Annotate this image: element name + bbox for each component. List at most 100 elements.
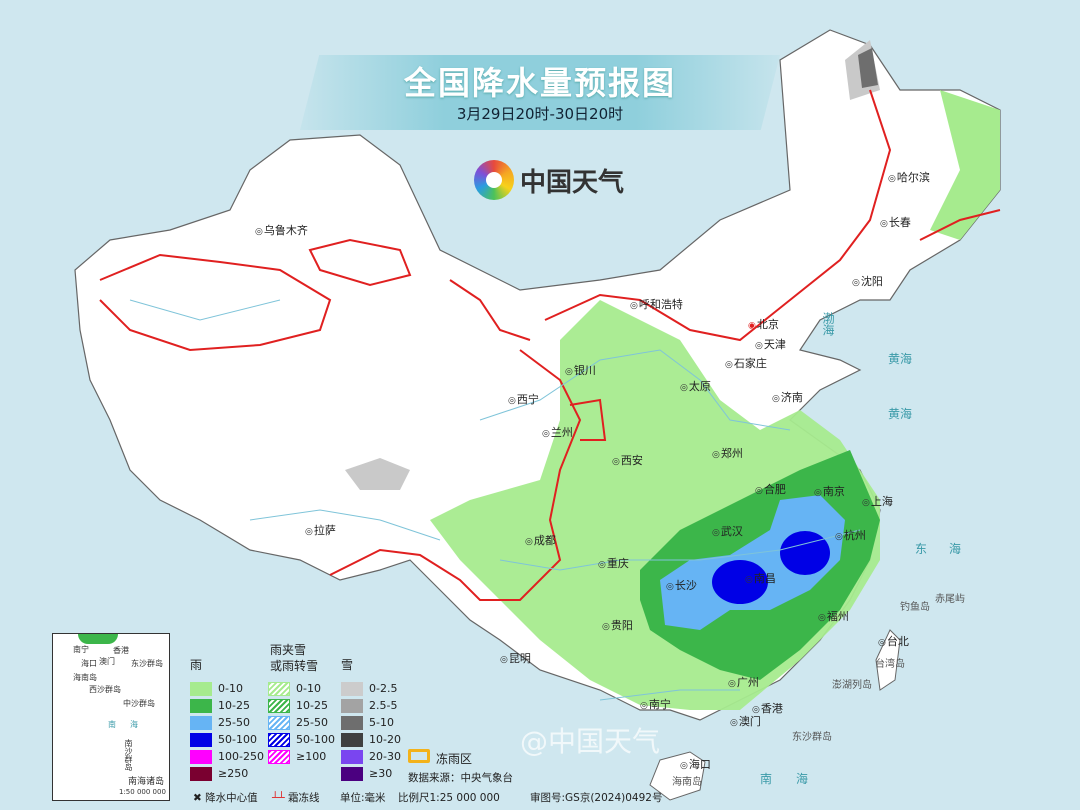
source-label: 数据来源：中央气象台 [408,772,513,784]
city-label: 海口 [680,756,711,772]
city-label: 成都 [525,532,556,548]
logo-icon [474,160,514,200]
frost-line-legend: ┴┴ 霜冻线 [272,790,320,805]
legend-snow-swatch [341,699,363,713]
city-label: 合肥 [755,481,786,497]
legend-snow-swatch [341,750,363,764]
south-china-sea-inset: 南宁 澳门 香港 海口 东沙群岛 海南岛 西沙群岛 中沙群岛 南海 南沙群岛 南… [52,633,170,801]
freezing-rain-swatch [408,749,430,763]
inset-label: 南沙群岛 [124,739,133,771]
legend-rain-label: 50-100 [218,733,257,746]
city-label: 澳门 [730,713,761,729]
legend-rain-label: 25-50 [218,716,250,729]
island-label: 澎湖列岛 [832,680,872,691]
freezing-rain-label: 冻雨区 [436,752,473,766]
city-label: 石家庄 [725,355,767,371]
city-label: 南宁 [640,696,671,712]
city-label: 天津 [755,336,786,352]
inset-title: 南海诸岛 [128,777,165,787]
city-label: 济南 [772,389,803,405]
frost-line [449,279,531,341]
city-label: 郑州 [712,445,743,461]
island-label: 钓鱼岛 [900,602,930,613]
city-label: 上海 [862,493,893,509]
inset-label: 南海 [108,720,152,729]
city-label: 乌鲁木齐 [255,222,308,238]
frost-line [919,209,1001,241]
inset-label: 海口 [81,659,97,668]
center-value-label: 降水中心值 [205,792,258,804]
legend-rain-swatch [190,767,212,781]
city-label: 福州 [818,608,849,624]
city-label: 广州 [728,674,759,690]
legend-mixed-swatch [268,750,290,764]
legend-snow-swatch [341,767,363,781]
island-label: 海南岛 [672,777,702,788]
city-label: 贵阳 [602,617,633,633]
inset-label: 中沙群岛 [123,699,155,708]
legend-mixed-label: 50-100 [296,733,335,746]
city-label: 银川 [565,362,596,378]
frost-line [329,349,582,601]
legend-rain-swatch [190,699,212,713]
unit-label: 单位:毫米 [340,792,386,804]
legend-snow-label: ≥30 [369,767,393,780]
frost-line [99,253,332,352]
island-label: 台湾岛 [875,659,905,670]
watermark: @中国天气 [520,725,661,758]
inset-label: 南宁 [73,645,89,654]
frost-line-label: 霜冻线 [288,792,320,804]
legend-snow-swatch [341,716,363,730]
city-label: 长沙 [666,577,697,593]
legend-snow-label: 20-30 [369,750,401,763]
sea-label: 南海 [760,772,833,786]
city-label: 重庆 [598,555,629,571]
center-value-legend: ✖ 降水中心值 [193,790,258,805]
city-label: 武汉 [712,523,743,539]
rivers [129,299,861,701]
legend-rain-swatch [190,733,212,747]
inset-label: 东沙群岛 [131,659,163,668]
legend-mixed-swatch [268,733,290,747]
logo: 中国天气 [474,160,624,200]
legend-snow-label: 10-20 [369,733,401,746]
legend-rain-swatch [190,682,212,696]
legend-mixed-title: 雨夹雪 或雨转雪 [270,643,319,673]
inset-label: 西沙群岛 [89,685,121,694]
city-label: 台北 [878,633,909,649]
map-title: 全国降水量预报图 [403,64,676,102]
map-subtitle: 3月29日20时-30日20时 [456,105,624,123]
snow-0-2.5-area [345,458,410,490]
city-label: 香港 [752,700,783,716]
sea-label: 黄海 [888,407,913,421]
legend-snow-swatch [341,733,363,747]
sea-label: 黄海 [888,352,913,366]
city-label: 昆明 [500,650,531,666]
city-label: 杭州 [835,527,866,543]
city-label: 西宁 [508,391,539,407]
legend-snow-label: 5-10 [369,716,394,729]
legend-mixed-label: 0-10 [296,682,321,695]
island-label: 赤尾屿 [935,594,965,605]
rain-0-10-northeast [930,90,1000,240]
legend-snow-label: 0-2.5 [369,682,398,695]
city-label: 太原 [680,378,711,394]
city-label: 拉萨 [305,522,336,538]
title-banner [300,55,780,130]
city-label: 哈尔滨 [888,169,930,185]
inset-rain-area [78,634,118,644]
legend-rain-label: 10-25 [218,699,250,712]
legend-mixed-label: ≥100 [296,750,327,763]
city-label: 北京 [748,316,779,332]
island-label: 东沙群岛 [792,732,832,743]
sea-label: 东海 [915,542,984,556]
rain-50-100-area-2 [780,531,830,575]
legend-rain-swatch [190,716,212,730]
legend-mixed-label: 25-50 [296,716,328,729]
legend-rain-label: ≥250 [218,767,249,780]
city-label: 西安 [612,452,643,468]
inset-label: 澳门 [99,657,115,666]
city-label: 呼和浩特 [630,296,683,312]
legend-rain-title: 雨 [190,658,203,672]
legend-snow-label: 2.5-5 [369,699,398,712]
